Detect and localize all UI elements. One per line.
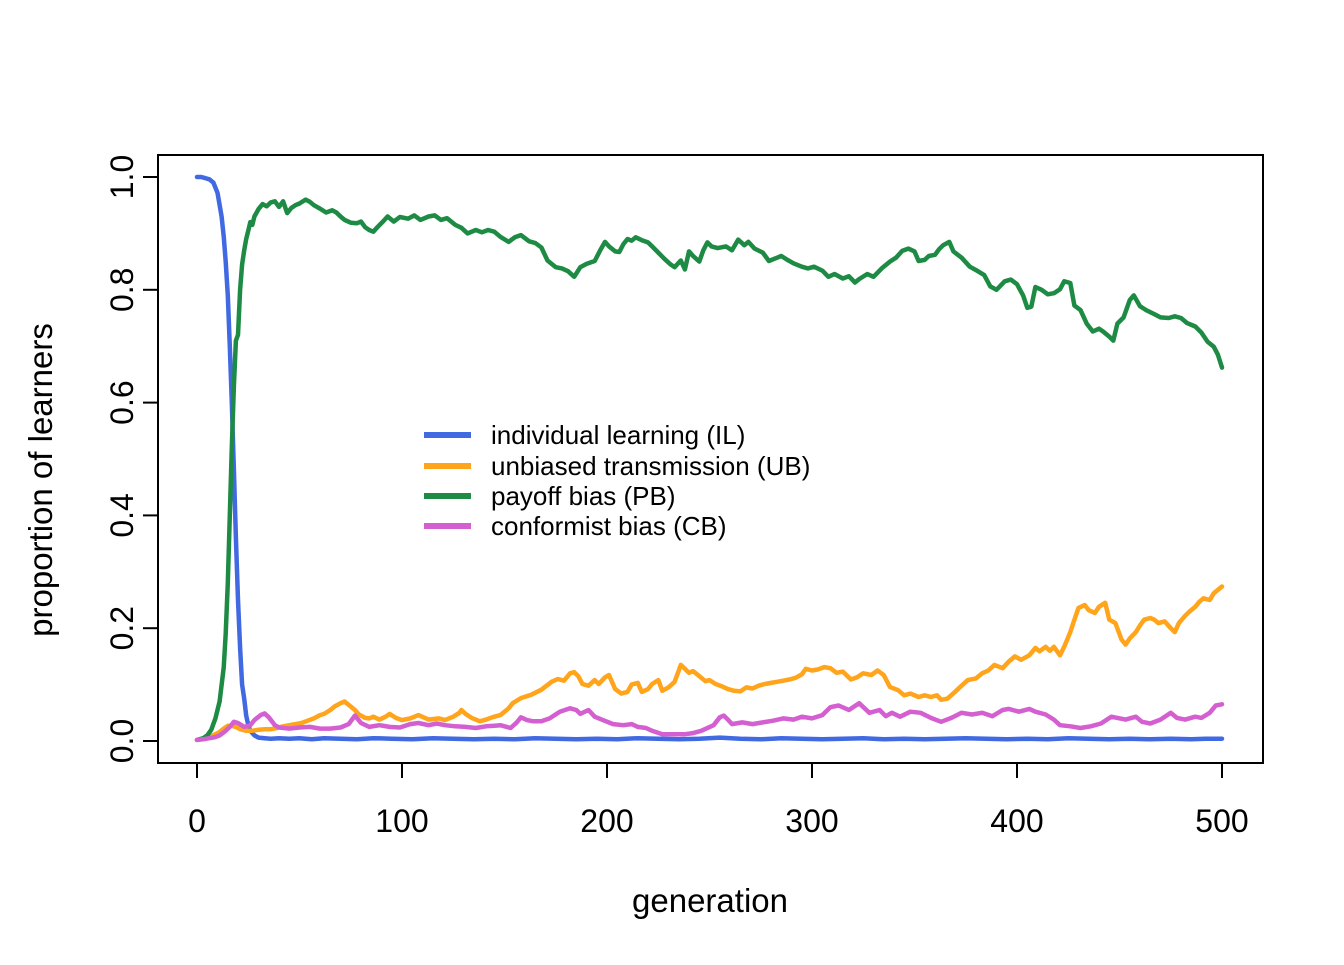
plot-border: [157, 154, 1264, 764]
y-tick-label: 0.8: [104, 268, 140, 312]
y-axis-title: proportion of learners: [22, 323, 59, 637]
y-axis-ticks: 0.0 0.2 0.4 0.6 0.8 1.0: [104, 155, 158, 763]
legend-label-il: individual learning (IL): [491, 420, 745, 450]
legend: individual learning (IL) unbiased transm…: [424, 420, 810, 541]
x-tick-label: 500: [1195, 803, 1248, 839]
legend-item-individual-learning: individual learning (IL): [424, 420, 745, 450]
legend-label-cb: conformist bias (CB): [491, 511, 727, 541]
legend-item-unbiased-transmission: unbiased transmission (UB): [424, 451, 810, 481]
series-line-cb: [194, 700, 1225, 743]
x-axis-ticks: 0 100 200 300 400 500: [188, 763, 1249, 839]
y-tick-label: 0.2: [104, 606, 140, 650]
y-tick-label: 0.4: [104, 493, 140, 537]
legend-label-pb: payoff bias (PB): [491, 481, 676, 511]
series-line-pb: [194, 197, 1225, 743]
legend-item-conformist-bias: conformist bias (CB): [424, 511, 727, 541]
legend-item-payoff-bias: payoff bias (PB): [424, 481, 676, 511]
y-tick-label: 0.0: [104, 719, 140, 763]
x-tick-label: 200: [580, 803, 633, 839]
series-line-il: [194, 174, 1225, 742]
x-tick-label: 0: [188, 803, 206, 839]
x-tick-label: 100: [375, 803, 428, 839]
x-tick-label: 300: [785, 803, 838, 839]
series-lines: [194, 174, 1225, 743]
legend-label-ub: unbiased transmission (UB): [491, 451, 810, 481]
y-tick-label: 0.6: [104, 380, 140, 424]
y-tick-label: 1.0: [104, 155, 140, 199]
x-tick-label: 400: [990, 803, 1043, 839]
x-axis-title: generation: [632, 882, 788, 919]
series-line-ub: [194, 584, 1225, 743]
